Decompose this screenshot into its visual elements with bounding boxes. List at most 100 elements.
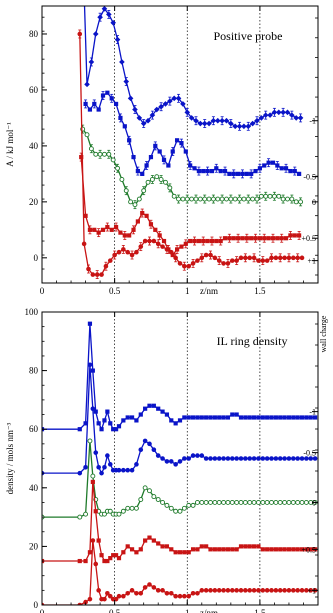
data-point <box>266 160 271 165</box>
data-point <box>238 255 244 261</box>
data-point <box>143 406 148 411</box>
data-point <box>210 196 216 202</box>
data-point <box>129 505 135 511</box>
data-point <box>155 497 161 502</box>
data-point <box>273 415 278 420</box>
data-point <box>221 415 226 420</box>
data-point <box>199 588 205 593</box>
data-point <box>125 249 131 255</box>
data-point <box>244 236 249 241</box>
x-tick-label: 0 <box>40 286 45 296</box>
data-point <box>120 508 126 514</box>
data-point <box>116 556 122 561</box>
data-point <box>218 238 223 244</box>
data-point <box>186 456 192 461</box>
data-point <box>293 115 300 121</box>
data-point <box>147 582 152 587</box>
data-point <box>249 120 256 127</box>
data-point <box>229 588 235 593</box>
data-point <box>168 505 174 511</box>
data-point <box>182 456 187 461</box>
data-point <box>247 255 253 261</box>
data-point <box>271 193 277 199</box>
y-axis-label: A / kJ mol⁻¹ <box>5 122 15 167</box>
data-point <box>265 415 270 420</box>
data-point <box>151 447 157 453</box>
data-point <box>222 236 228 241</box>
data-point <box>225 500 231 505</box>
data-point <box>299 547 305 552</box>
data-point <box>141 188 147 194</box>
data-point <box>201 238 206 244</box>
data-point <box>193 117 199 124</box>
data-point <box>273 456 279 461</box>
data-point <box>160 544 165 549</box>
data-point <box>251 456 257 461</box>
data-point <box>295 500 301 505</box>
data-point <box>260 588 266 593</box>
data-point <box>111 427 116 432</box>
data-point <box>149 177 155 182</box>
data-point <box>158 177 164 182</box>
data-point <box>230 412 235 417</box>
data-point <box>90 272 96 277</box>
data-point <box>183 241 188 246</box>
right-tick-label: 0 <box>312 198 316 207</box>
data-point <box>229 258 235 263</box>
data-point <box>231 236 236 241</box>
data-point <box>232 123 238 130</box>
data-point <box>118 115 123 121</box>
data-point <box>267 193 273 199</box>
data-point <box>106 151 112 157</box>
data-point <box>129 588 135 593</box>
data-point <box>122 124 127 129</box>
data-point <box>292 168 297 174</box>
data-point <box>206 196 212 202</box>
data-point <box>155 588 161 593</box>
data-point <box>105 453 110 458</box>
data-point <box>116 593 122 599</box>
data-point <box>192 238 197 244</box>
data-point <box>77 470 83 476</box>
right-axis-label: wall charge <box>319 315 328 352</box>
data-point <box>225 415 231 420</box>
data-point <box>142 238 148 244</box>
data-point <box>142 438 148 444</box>
data-point <box>208 547 213 552</box>
y-axis-label: density / mols nm⁻³ <box>5 422 15 494</box>
data-point <box>221 547 226 552</box>
right-tick-label: +1 <box>307 257 316 266</box>
data-point <box>186 593 192 599</box>
data-point <box>288 168 293 174</box>
data-point <box>166 163 171 168</box>
data-point <box>129 252 135 258</box>
data-point <box>125 505 131 511</box>
data-point <box>121 550 126 555</box>
data-point <box>212 588 218 593</box>
data-point <box>260 456 266 461</box>
data-point <box>194 500 200 505</box>
data-point <box>223 117 230 124</box>
data-point <box>262 112 269 118</box>
data-point <box>83 558 88 564</box>
data-point <box>93 450 99 455</box>
data-point <box>151 403 156 408</box>
data-point <box>87 596 93 602</box>
data-point <box>100 227 106 232</box>
y-tick-label: 60 <box>29 85 39 95</box>
plot-area <box>77 6 305 280</box>
data-point <box>77 427 82 432</box>
data-point <box>283 236 289 241</box>
data-point <box>189 196 195 202</box>
data-point <box>251 415 257 420</box>
data-point <box>132 106 138 113</box>
data-point <box>134 550 139 555</box>
data-point <box>144 213 149 218</box>
data-point <box>107 593 113 599</box>
x-tick-label: 0.5 <box>109 286 121 296</box>
data-point <box>123 188 129 194</box>
data-point <box>122 233 127 238</box>
data-point <box>228 120 234 127</box>
data-point <box>162 101 169 107</box>
data-point <box>206 120 212 127</box>
